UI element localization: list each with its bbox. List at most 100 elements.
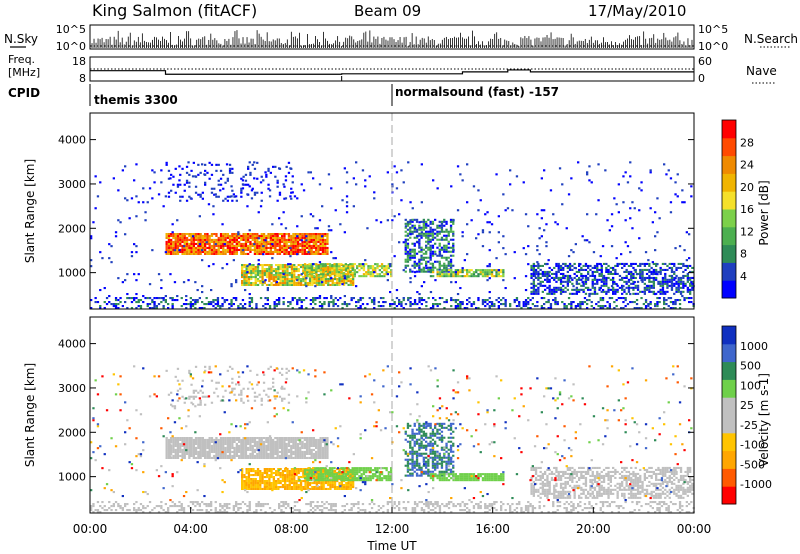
range-gate-cell (185, 233, 189, 236)
range-gate-cell (251, 233, 254, 236)
range-gate-cell (568, 266, 572, 269)
range-gate-cell (582, 284, 585, 287)
range-gate-cell (345, 280, 348, 283)
range-gate-cell (664, 282, 667, 285)
range-gate-cell (268, 480, 271, 483)
range-gate-cell (610, 297, 614, 300)
range-gate-cell (596, 266, 599, 269)
range-gate-cell (651, 273, 654, 276)
range-gate-cell (181, 236, 184, 239)
range-gate-cell (299, 242, 302, 245)
range-gate-cell (310, 265, 313, 268)
range-gate-cell (241, 474, 244, 477)
range-gate-cell (217, 244, 220, 247)
range-gate-cell (393, 165, 396, 168)
range-gate-cell (579, 263, 582, 266)
range-gate-cell (639, 272, 642, 275)
range-gate-cell (308, 248, 311, 251)
range-gate-cell (607, 270, 610, 273)
range-gate-cell (326, 238, 329, 241)
range-gate-cell (240, 238, 243, 241)
range-gate-cell (306, 275, 309, 278)
range-gate-cell (233, 234, 236, 237)
range-gate-cell (664, 280, 667, 283)
range-gate-cell (250, 274, 253, 277)
range-gate-cell (324, 450, 327, 453)
range-gate-cell (527, 307, 530, 310)
range-gate-cell (621, 266, 624, 269)
range-gate-cell (272, 472, 275, 475)
range-gate-cell (324, 440, 327, 443)
range-gate-cell (578, 282, 581, 285)
range-gate-cell (404, 225, 408, 228)
range-gate-cell (284, 484, 287, 487)
range-gate-cell (217, 448, 220, 451)
range-gate-cell (238, 454, 241, 457)
range-gate-cell (312, 301, 315, 304)
range-gate-cell (548, 270, 551, 273)
range-gate-cell (281, 452, 284, 455)
range-gate-cell (445, 299, 448, 302)
range-gate-cell (254, 486, 257, 489)
range-gate-cell (650, 280, 653, 283)
range-gate-cell (172, 450, 175, 453)
range-gate-cell (238, 234, 241, 237)
range-gate-cell (587, 272, 590, 275)
range-gate-cell (204, 446, 207, 449)
range-gate-cell (315, 242, 318, 245)
range-gate-cell (277, 274, 280, 277)
range-gate-cell (196, 289, 199, 292)
range-gate-cell (176, 446, 180, 449)
range-gate-cell (472, 301, 476, 304)
range-gate-cell (290, 280, 294, 283)
range-gate-cell (312, 444, 315, 447)
range-gate-cell (349, 270, 352, 273)
range-gate-cell (235, 252, 238, 255)
range-gate-cell (244, 233, 248, 236)
range-gate-cell (198, 307, 201, 310)
range-gate-cell (684, 282, 687, 285)
range-gate-cell (571, 278, 574, 281)
range-gate-cell (564, 286, 567, 289)
range-gate-cell (582, 268, 585, 271)
range-gate-cell (228, 444, 232, 447)
range-gate-cell (282, 273, 285, 276)
range-gate-cell (413, 260, 416, 263)
range-gate-cell (170, 233, 173, 236)
range-gate-cell (317, 454, 320, 457)
range-gate-cell (617, 263, 620, 266)
y-tick-label: 2000 (58, 222, 86, 235)
range-gate-cell (191, 175, 195, 178)
range-gate-cell (477, 273, 480, 276)
range-gate-cell (563, 303, 566, 306)
range-gate-cell (434, 236, 437, 239)
range-gate-cell (327, 272, 330, 275)
range-gate-cell (479, 273, 482, 276)
range-gate-cell (277, 474, 280, 477)
range-gate-cell (324, 263, 327, 266)
range-gate-cell (204, 438, 207, 441)
range-gate-cell (226, 448, 229, 451)
range-gate-cell (351, 267, 354, 270)
range-gate-cell (402, 307, 405, 310)
range-gate-cell (544, 278, 547, 281)
range-gate-cell (497, 241, 500, 244)
range-gate-cell (272, 448, 275, 451)
range-gate-cell (431, 266, 435, 269)
range-gate-cell (179, 233, 182, 236)
range-gate-cell (315, 440, 318, 443)
range-gate-cell (265, 482, 269, 485)
range-gate-cell (309, 303, 312, 306)
range-gate-cell (197, 246, 200, 249)
range-gate-cell (188, 444, 191, 447)
range-gate-cell (165, 233, 168, 236)
range-gate-cell (676, 173, 679, 176)
range-gate-cell (197, 233, 200, 236)
range-gate-cell (623, 288, 626, 291)
range-gate-cell (266, 297, 269, 300)
range-gate-cell (584, 278, 588, 281)
range-gate-cell (275, 272, 278, 275)
range-gate-cell (281, 248, 284, 251)
range-gate-cell (326, 250, 329, 253)
range-gate-cell (635, 303, 639, 306)
